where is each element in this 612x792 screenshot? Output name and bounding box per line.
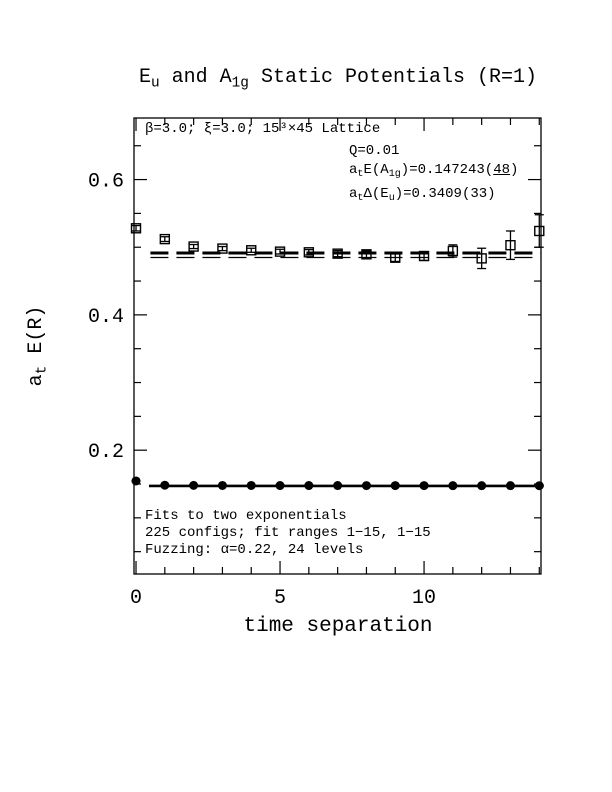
marker-open-square — [217, 243, 228, 254]
marker-open-square — [418, 250, 430, 262]
text-run: ) — [510, 162, 519, 178]
marker-open-square — [303, 247, 315, 258]
marker-filled-circle — [448, 481, 458, 491]
text-run: E — [139, 66, 152, 89]
marker-open-square — [505, 239, 516, 251]
x-axis-label: time separation — [243, 615, 433, 638]
x-tick-label: 0 — [130, 587, 142, 610]
marker-filled-circle — [160, 480, 170, 490]
text-run: )=0.3409(33) — [394, 186, 496, 202]
text-run: 1g — [388, 169, 401, 181]
marker-open-square — [390, 252, 401, 263]
y-tick-label: 0.2 — [88, 441, 124, 464]
marker-filled-circle — [505, 481, 515, 491]
annotation-fit-eu: atΔ(Eu)=0.3409(33) — [349, 186, 496, 204]
annotation-configs: 225 configs; fit ranges 1−15, 1−15 — [145, 525, 431, 541]
marker-open-square — [130, 223, 142, 234]
marker-open-square — [159, 233, 171, 245]
y-tick-label: 0.6 — [88, 171, 124, 194]
y-tick-label: 0.4 — [88, 306, 124, 329]
text-run: )=0.147243( — [400, 162, 494, 178]
annotation-lattice-params: β=3.0; ξ=3.0; 15³×45 Lattice — [145, 121, 381, 137]
text-run: 48 — [493, 162, 511, 178]
marker-open-square — [361, 249, 372, 260]
text-run: a — [349, 162, 358, 178]
marker-filled-circle — [534, 481, 544, 491]
x-tick-label: 10 — [412, 587, 436, 610]
marker-filled-circle — [275, 481, 285, 491]
text-run: t — [357, 169, 364, 181]
marker-filled-circle — [333, 481, 343, 491]
marker-open-square — [447, 245, 459, 257]
text-run: t — [357, 193, 364, 205]
x-tick-label: 5 — [274, 587, 286, 610]
marker-open-square — [332, 248, 343, 259]
marker-open-square — [534, 225, 545, 237]
marker-open-square — [476, 253, 487, 264]
text-run: t — [34, 365, 51, 375]
text-run: u — [151, 75, 160, 92]
annotation-fit-a1g: atE(A1g)=0.147243(48) — [349, 162, 518, 180]
y-axis-label: at E(R) — [25, 276, 51, 416]
annotation-q-value: Q=0.01 — [349, 143, 400, 159]
marker-filled-circle — [361, 481, 371, 491]
text-run: u — [388, 193, 395, 205]
text-run: Static Potentials (R=1) — [248, 66, 537, 89]
text-run: and A — [159, 66, 232, 89]
marker-filled-circle — [390, 481, 400, 491]
annotation-fit-method: Fits to two exponentials — [145, 508, 347, 524]
text-run: a — [349, 186, 358, 202]
marker-filled-circle — [477, 481, 487, 491]
annotation-fuzzing: Fuzzing: α=0.22, 24 levels — [145, 542, 364, 558]
marker-filled-circle — [131, 476, 141, 486]
marker-filled-circle — [419, 481, 429, 491]
text-run: Δ(E — [363, 186, 389, 202]
text-run: E(A — [363, 162, 389, 178]
marker-open-square — [188, 241, 199, 252]
marker-open-square — [274, 246, 286, 257]
marker-filled-circle — [304, 481, 314, 491]
marker-filled-circle — [246, 480, 256, 490]
text-run: 1g — [231, 75, 249, 92]
marker-filled-circle — [189, 480, 199, 490]
marker-open-square — [246, 245, 257, 256]
marker-filled-circle — [217, 480, 227, 490]
text-run: a — [25, 374, 48, 387]
text-run: E(R) — [25, 305, 48, 366]
chart-title: Eu and A1g Static Potentials (R=1) — [134, 66, 542, 91]
